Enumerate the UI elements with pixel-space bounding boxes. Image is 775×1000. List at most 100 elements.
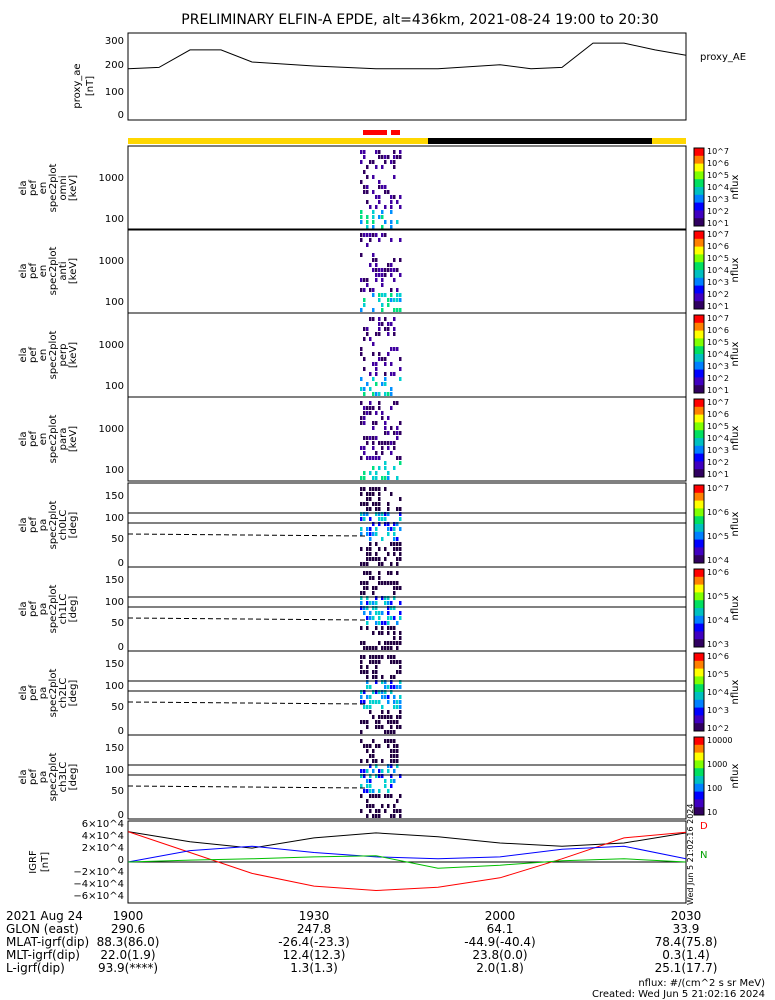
panel-frame [127,482,687,568]
ephemeris-table: 2021 Aug 24 GLON (east) MLAT-igrf(dip) M… [6,909,717,975]
colorbar-segment [694,592,704,601]
spectrogram-pixel [375,258,378,262]
spectrogram-pixel [363,288,366,292]
colorbar-segment [694,385,704,394]
spectrogram-pixel [390,288,393,292]
spectrogram-pixel [378,774,381,778]
colorbar-tick: 10^5 [707,592,729,601]
spectrogram-pixel [387,476,390,480]
spectrogram-pixel [360,180,363,184]
spectrogram-pixel [393,522,396,526]
spectrogram-pixel [360,784,363,788]
status-bar [128,130,686,144]
colorbar-tick: 10^7 [707,484,729,493]
spectrogram-pixel [369,507,372,511]
spectrogram-pixel [381,476,384,480]
spectrogram-pixel [390,298,393,302]
spectrogram-pixel [366,784,369,788]
spectrogram-pixel [399,809,402,813]
spectrogram-pixel [366,695,369,699]
spectrogram-pixel [378,809,381,813]
spectrogram-pixel [399,665,402,669]
colorbar-segment [694,179,704,188]
loss-cone-dashed [127,617,366,621]
spectrogram-pixel [378,562,381,566]
colorbar-segment [694,270,704,279]
spectrogram-pixel [387,322,390,326]
energy-panel: 1000 100 ela pef en spec2plot para [keV] [18,396,687,482]
spectrogram-pixel [390,562,393,566]
spectrogram-pixel [375,675,378,679]
spectrogram-pixel [375,421,378,425]
spectrogram-pixel [372,441,375,445]
spectrogram-pixel [363,278,366,282]
spectrogram-pixel [378,769,381,773]
spectrogram-pixel [396,759,399,763]
spectrogram-pixel [393,547,396,551]
panel-ytick: 150 [105,659,124,670]
colorbar-tick: 10^4 [707,688,729,697]
spectrogram-pixel [363,471,366,475]
spectrogram-pixel [390,690,393,694]
panel-ylabel-line: para [58,428,69,451]
spectrogram-pixel [378,441,381,445]
spectrogram-pixel [381,411,384,415]
panel-ytick: 100 [105,297,124,308]
panel-ytick: 100 [105,597,124,608]
spectrogram-pixel [387,416,390,420]
spectrogram-pixel [387,263,390,267]
spectrogram-pixel [393,700,396,704]
energy-panel: 1000 100 ela pef en spec2plot anti [keV] [18,228,687,314]
spectrogram-pixel [393,809,396,813]
spectrogram-pixel [381,303,384,307]
spectrogram-pixel [399,512,402,516]
spectrogram-pixel [384,680,387,684]
spectrogram-pixel [399,497,402,501]
spectrogram-pixel [381,278,384,282]
spectrogram-pixel [381,268,384,272]
energy-panel: 1000 100 ela pef en spec2plot perp [keV] [18,312,687,398]
spectrogram-pixel [396,308,399,312]
spectrogram-pixel [360,700,363,704]
spectrogram-pixel [396,715,399,719]
spectrogram-pixel [393,720,396,724]
spectrogram-pixel [360,492,363,496]
spectrogram-pixel [387,739,390,743]
spectrogram-pixel [396,660,399,664]
spectrogram-pixel [363,571,366,575]
spectrogram-pixel [360,377,363,381]
spectrogram-pixel [372,576,375,580]
spectrogram-pixel [366,200,369,204]
spectrogram-pixel [387,621,390,625]
colorbar-tick: 10000 [707,736,732,745]
proxy-ae-line [127,42,687,70]
spectrogram-pixel [360,253,363,257]
panel-ylabel-line: [keV] [68,258,79,284]
spectrogram-pixel [360,487,363,491]
spectrogram-pixel [381,210,384,214]
spectrogram-pixel [387,700,390,704]
spectrogram-pixel [384,601,387,605]
colorbar-segment [694,660,704,670]
panel-ytick: 50 [111,618,124,629]
colorbar-tick: 10^2 [707,374,729,383]
spectrogram-pixel [381,759,384,763]
spectrogram-pixel [390,273,393,277]
colorbar-segment [694,315,704,324]
spectrogram-pixel [390,774,393,778]
pitch-angle-panel: 150 100 50 0 ela pef pa spec2plot ch0LC [deg] [18,482,687,569]
spectrogram-pixel [360,626,363,630]
loss-cone-dashed [127,533,366,537]
spectrogram-pixel [390,730,393,734]
spectrogram-pixel [396,426,399,430]
panel-ylabel-line: ela [18,263,29,278]
spectrogram-pixel [393,591,396,595]
spectrogram-pixel [384,431,387,435]
spectrogram-pixel [378,660,381,664]
spectrogram-pixel [387,641,390,645]
colorbar-frame [693,398,705,478]
igrf-lines [127,831,687,892]
spectrogram-pixel [363,655,366,659]
colorbar-frame [693,147,705,227]
panel-frame [127,145,687,231]
